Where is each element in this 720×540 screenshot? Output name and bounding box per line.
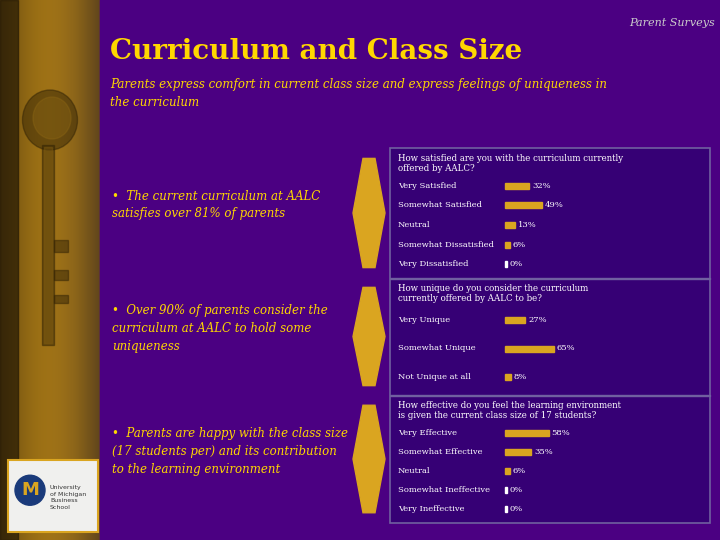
Text: Parent Surveys: Parent Surveys bbox=[629, 18, 715, 28]
Bar bbox=[505, 449, 531, 455]
Text: Somewhat Unique: Somewhat Unique bbox=[398, 345, 476, 353]
Text: 35%: 35% bbox=[534, 448, 553, 456]
Text: 13%: 13% bbox=[518, 221, 536, 229]
Bar bbox=[54, 295, 68, 303]
Text: 49%: 49% bbox=[545, 201, 564, 210]
Bar bbox=[505, 468, 510, 474]
Bar bbox=[390, 395, 710, 396]
Text: 0%: 0% bbox=[510, 505, 523, 514]
Text: 0%: 0% bbox=[510, 486, 523, 494]
Text: 27%: 27% bbox=[528, 316, 547, 324]
Text: •  Over 90% of parents consider the
curriculum at AALC to hold some
uniqueness: • Over 90% of parents consider the curri… bbox=[112, 304, 328, 353]
Polygon shape bbox=[353, 158, 385, 268]
Bar bbox=[505, 183, 529, 189]
Bar bbox=[54, 270, 68, 280]
Text: 32%: 32% bbox=[532, 182, 551, 190]
Text: Somewhat Satisfied: Somewhat Satisfied bbox=[398, 201, 482, 210]
Bar bbox=[44, 147, 52, 343]
Text: How effective do you feel the learning environment
is given the current class si: How effective do you feel the learning e… bbox=[398, 401, 621, 421]
Bar bbox=[42, 145, 54, 345]
Bar bbox=[505, 487, 507, 493]
Text: University
of Michigan
Business
School: University of Michigan Business School bbox=[50, 485, 86, 510]
Text: Very Unique: Very Unique bbox=[398, 316, 450, 324]
Text: Very Ineffective: Very Ineffective bbox=[398, 505, 464, 514]
Text: 6%: 6% bbox=[513, 467, 526, 475]
Text: Very Satisfied: Very Satisfied bbox=[398, 182, 456, 190]
Text: 0%: 0% bbox=[510, 260, 523, 268]
Text: 6%: 6% bbox=[513, 241, 526, 248]
Circle shape bbox=[15, 475, 45, 505]
Bar bbox=[505, 202, 541, 208]
Text: M: M bbox=[21, 481, 39, 500]
Polygon shape bbox=[353, 287, 385, 386]
Text: Very Effective: Very Effective bbox=[398, 429, 457, 437]
Bar bbox=[505, 317, 526, 323]
Text: 58%: 58% bbox=[552, 429, 570, 437]
Bar bbox=[505, 430, 549, 436]
Bar bbox=[390, 278, 710, 279]
Text: How unique do you consider the curriculum
currently offered by AALC to be?: How unique do you consider the curriculu… bbox=[398, 284, 588, 303]
Text: Neutral: Neutral bbox=[398, 221, 431, 229]
Bar bbox=[0, 0, 18, 540]
Bar bbox=[505, 222, 515, 228]
Ellipse shape bbox=[22, 90, 78, 150]
Bar bbox=[505, 346, 554, 352]
Text: Parents express comfort in current class size and express feelings of uniqueness: Parents express comfort in current class… bbox=[110, 78, 607, 109]
Text: How satisfied are you with the curriculum currently
offered by AALC?: How satisfied are you with the curriculu… bbox=[398, 154, 623, 173]
Polygon shape bbox=[353, 405, 385, 513]
Text: Neutral: Neutral bbox=[398, 467, 431, 475]
Text: •  Parents are happy with the class size
(17 students per) and its contribution
: • Parents are happy with the class size … bbox=[112, 427, 348, 476]
Text: •  The current curriculum at AALC
satisfies over 81% of parents: • The current curriculum at AALC satisfi… bbox=[112, 190, 320, 220]
Bar bbox=[390, 148, 710, 523]
Text: 8%: 8% bbox=[514, 373, 527, 381]
Bar bbox=[505, 374, 511, 380]
Text: Not Unique at all: Not Unique at all bbox=[398, 373, 471, 381]
Text: Somewhat Effective: Somewhat Effective bbox=[398, 448, 482, 456]
Bar bbox=[505, 507, 507, 512]
Bar bbox=[505, 241, 510, 248]
Text: 65%: 65% bbox=[557, 345, 575, 353]
Bar bbox=[100, 0, 720, 540]
Bar bbox=[505, 261, 507, 267]
Bar bbox=[54, 240, 68, 252]
Text: Curriculum and Class Size: Curriculum and Class Size bbox=[110, 38, 522, 65]
Bar bbox=[8, 460, 98, 532]
Ellipse shape bbox=[33, 97, 71, 139]
Text: Very Dissatisfied: Very Dissatisfied bbox=[398, 260, 469, 268]
Text: Somewhat Dissatisfied: Somewhat Dissatisfied bbox=[398, 241, 494, 248]
Text: Somewhat Ineffective: Somewhat Ineffective bbox=[398, 486, 490, 494]
